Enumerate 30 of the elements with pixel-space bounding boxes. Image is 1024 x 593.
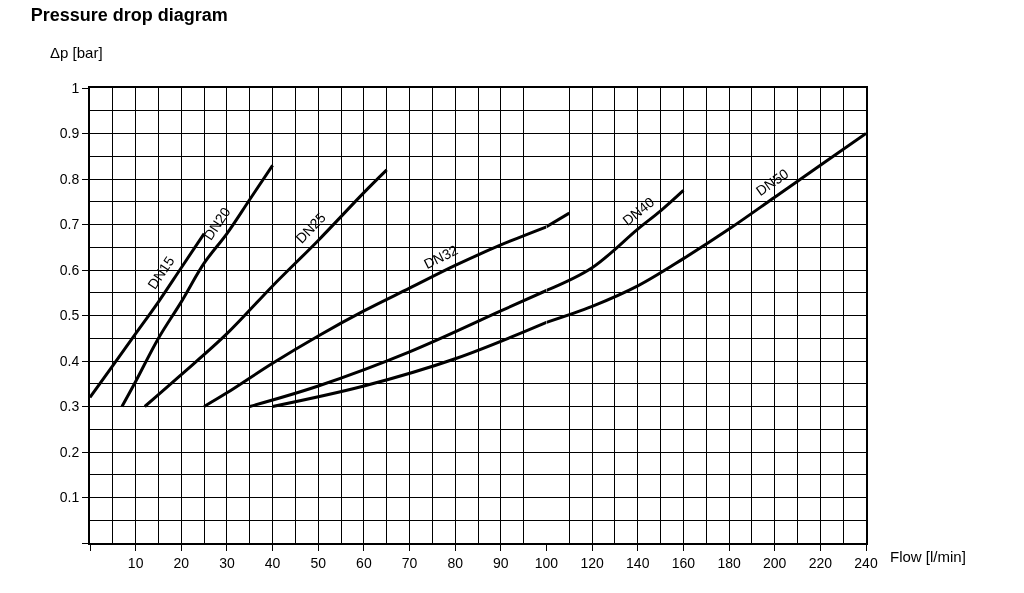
y-tick-label: 0.7 [59, 216, 80, 233]
x-tick-label: 160 [671, 554, 696, 571]
chart-title: Pressure drop diagram [30, 5, 228, 26]
x-tick-label: 240 [854, 554, 878, 571]
y-tick-label: 0.9 [59, 125, 80, 142]
x-tick-label: 100 [534, 554, 559, 571]
x-tick-label: 40 [264, 554, 281, 571]
x-tick-label: 90 [493, 554, 509, 571]
y-tick-label: 0.4 [59, 352, 80, 369]
y-tick-label: 0.6 [59, 261, 80, 278]
x-tick-label: 140 [626, 554, 650, 571]
x-tick-label: 120 [580, 554, 605, 571]
x-tick-label: 200 [763, 554, 787, 571]
y-tick-label: 0.3 [59, 398, 80, 415]
x-tick-label: 180 [717, 554, 741, 571]
y-tick-label: 1 [71, 79, 80, 96]
x-tick-label: 60 [356, 554, 372, 571]
x-tick-label: 80 [447, 554, 464, 571]
x-axis-title: Flow [l/min] [890, 548, 966, 565]
y-tick-label: 0.5 [59, 307, 80, 324]
y-tick-label: 0.8 [59, 170, 80, 187]
x-tick-label: 20 [173, 554, 190, 571]
x-tick-label: 30 [219, 554, 235, 571]
y-tick-label: 0.1 [59, 489, 80, 506]
y-axis-title: Δp [bar] [50, 44, 103, 61]
x-tick-label: 50 [310, 554, 327, 571]
x-tick-label: 220 [808, 554, 833, 571]
x-tick-label: 10 [127, 554, 144, 571]
x-tick-label: 70 [401, 554, 418, 571]
y-tick-label: 0.2 [59, 443, 80, 460]
